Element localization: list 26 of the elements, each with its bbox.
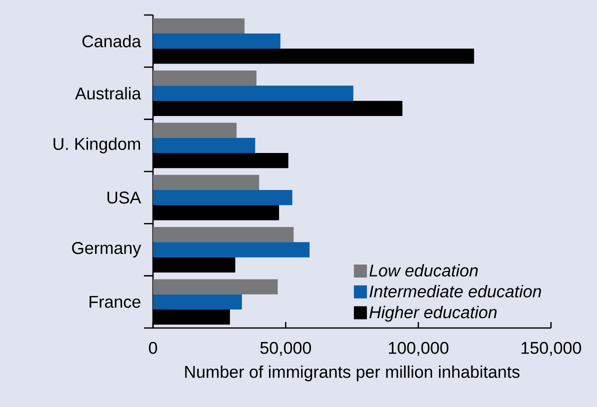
y-tick-label: Canada (82, 34, 142, 48)
bar (153, 294, 242, 310)
bar (153, 86, 354, 101)
y-tick-label: France (90, 296, 140, 308)
y-tick-label: U. Kingdom (54, 137, 140, 154)
y-tick-label: USA (107, 192, 142, 204)
bar (153, 227, 294, 242)
bar (153, 138, 256, 153)
x-tick-label: 50,000 (260, 342, 311, 356)
bar (153, 34, 280, 49)
legend-label: Low education (369, 264, 478, 277)
x-tick-label: 100,000 (388, 342, 448, 356)
bar (153, 18, 245, 34)
y-tick-label: Germany (72, 242, 142, 258)
x-tick-label: 150,000 (522, 342, 582, 356)
bar (153, 190, 292, 206)
legend-label: Intermediate education (370, 284, 542, 298)
bar (153, 70, 256, 86)
y-tick-label: Australia (75, 87, 142, 100)
x-tick-label: 0 (148, 342, 158, 354)
x-axis-title: Number of immigrants per million inhabitants (185, 365, 520, 382)
bar (153, 279, 278, 294)
bar (153, 242, 310, 258)
legend-label: Higher education (369, 306, 497, 322)
bar (153, 174, 260, 190)
bar (153, 122, 237, 138)
